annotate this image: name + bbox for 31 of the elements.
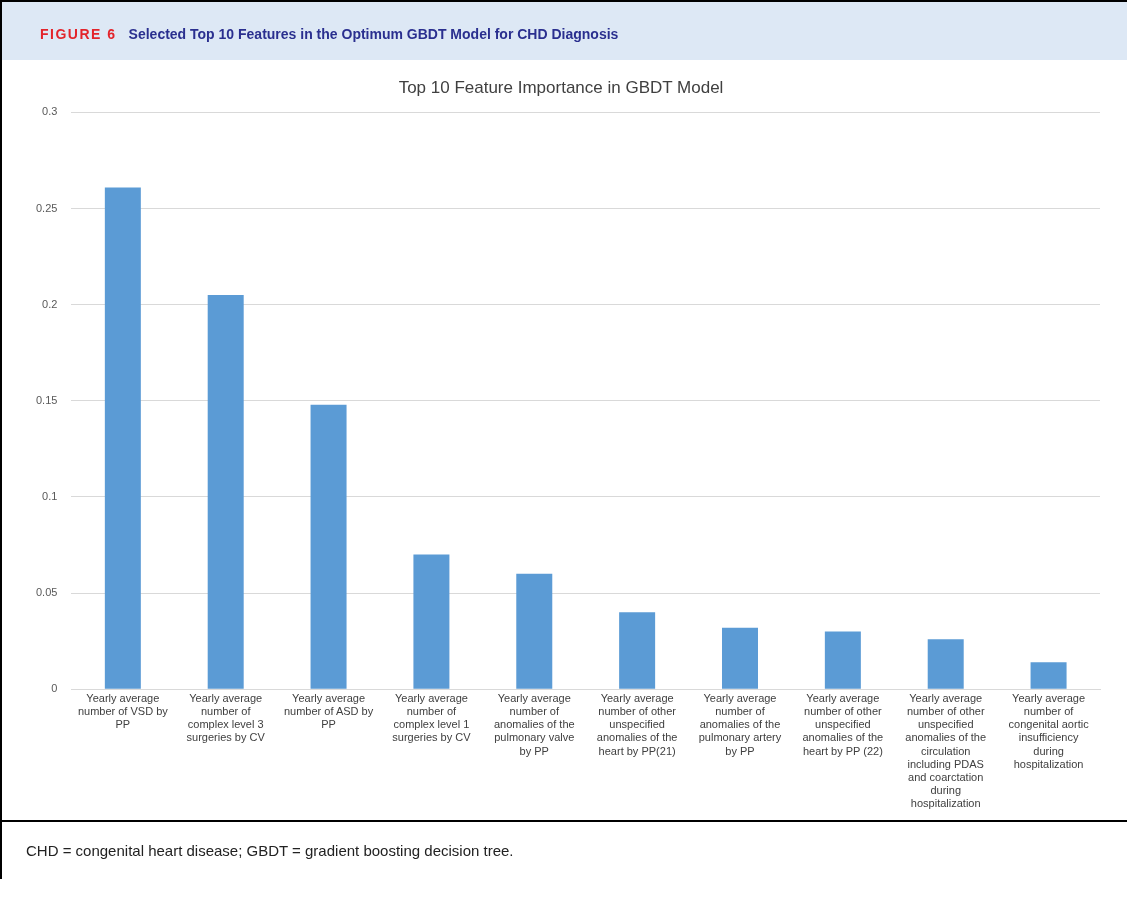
category-label: Yearly average number of other unspecified anomalies of the circulation including PDAS and coarctation during hospitalization: [905, 691, 987, 810]
y-tick-label: 0.05: [35, 586, 58, 599]
x-tick-label: Yearly average number of congenital aortic insufficiency during hospitalization: [1008, 691, 1090, 770]
bar: [721, 627, 758, 689]
x-tick-label: Yearly average number of ASD by PP: [283, 691, 374, 731]
y-tick-label: 0.2: [42, 297, 58, 310]
y-tick-label: 0.1: [42, 489, 58, 502]
y-tick-label: 0.3: [42, 105, 58, 118]
y-tick-label: 0.15: [35, 393, 58, 406]
bar: [207, 295, 244, 689]
x-tick-label: Yearly average number of anomalies of the pulmonary artery by PP: [698, 691, 782, 757]
chart-subtitle: Top 10 Feature Importance in GBDT Model: [398, 77, 724, 97]
bar: [413, 554, 450, 689]
x-tick-label: Yearly average number of VSD by PP: [77, 691, 169, 731]
bar: [516, 573, 553, 689]
bar: [927, 639, 964, 689]
y-tick-label: 0: [51, 682, 58, 695]
chart-title: Selected Top 10 Features in the Optimum GBDT Model for CHD Diagnosis: [128, 26, 619, 42]
caption: FIGURE 6: [40, 26, 117, 42]
bar: [104, 187, 141, 689]
x-tick-label: Yearly average number of anomalies of the pulmonary valve by PP: [493, 691, 575, 757]
y-tick-label: 0.25: [35, 201, 58, 214]
x-tick-label: Yearly average number of other unspecified anomalies of the heart by PP(21): [596, 691, 678, 757]
x-tick-label: Yearly average number of complex level 1 surgeries by CV: [392, 691, 472, 744]
bar: [619, 612, 656, 689]
x-tick-label: Yearly average number of complex level 3 surgeries by CV: [186, 691, 266, 744]
text: CHD = congenital heart disease; GBDT = gradient boosting decision tree.: [2, 820, 1127, 879]
bar: [1030, 662, 1067, 689]
bar: [824, 631, 861, 689]
x-tick-label: Yearly average number of other unspecified anomalies of the heart by PP (22): [802, 691, 884, 757]
bar: [310, 404, 347, 689]
